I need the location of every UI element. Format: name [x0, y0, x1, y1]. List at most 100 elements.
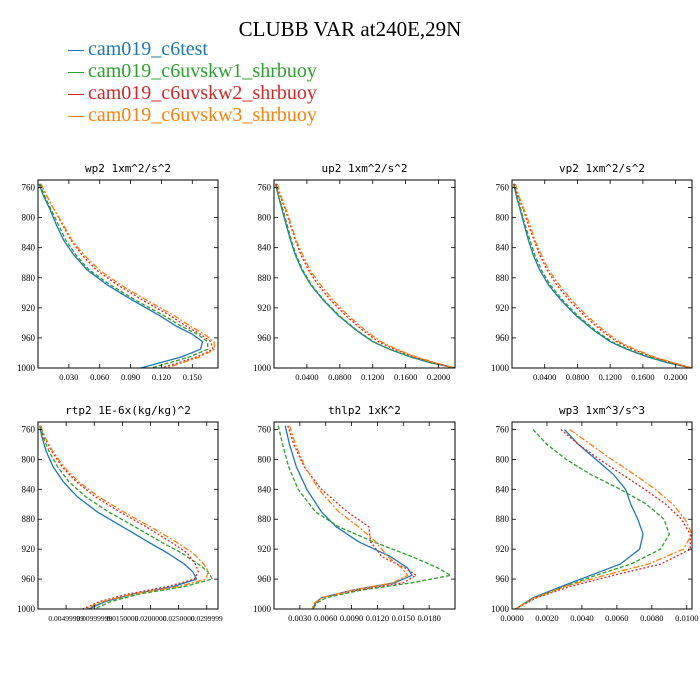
y-tick-label: 840 [496, 243, 510, 253]
series-line [40, 425, 200, 609]
panel-title: wp2 1xm^2/s^2 [85, 162, 171, 175]
y-tick-label: 840 [258, 243, 272, 253]
x-tick-label: 0.090 [121, 372, 140, 382]
y-tick-label: 1000 [253, 363, 272, 373]
y-tick-label: 880 [496, 273, 510, 283]
legend-item-uvskw3: cam019_c6uvskw3_shrbuoy [68, 104, 317, 126]
series-line [40, 183, 214, 368]
y-tick-label: 960 [258, 333, 272, 343]
y-tick-label: 840 [22, 484, 36, 494]
legend-label: cam019_c6test [88, 38, 208, 60]
x-tick-label: 0.1200 [598, 372, 621, 382]
panel-title: thlp2 1xK^2 [328, 404, 401, 417]
series-line [277, 425, 453, 609]
panel-title: up2 1xm^2/s^2 [321, 162, 407, 175]
y-tick-label: 960 [496, 333, 510, 343]
y-tick-label: 920 [22, 303, 36, 313]
x-tick-label: 0.0120 [366, 613, 389, 623]
x-tick-label: 0.0000 [500, 613, 523, 623]
figure-title: CLUBB VAR at240E,29N [238, 17, 462, 41]
x-tick-label: 0.030 [59, 372, 78, 382]
x-tick-label: 0.0250000 [163, 614, 195, 623]
series-line [515, 429, 691, 609]
x-tick-label: 0.0800 [328, 372, 351, 382]
y-tick-label: 760 [22, 183, 36, 193]
y-tick-label: 880 [258, 273, 272, 283]
y-tick-label: 960 [22, 574, 36, 584]
x-tick-label: 0.0200000 [135, 614, 167, 623]
y-tick-label: 840 [496, 484, 510, 494]
panel-frame [511, 179, 693, 369]
x-tick-label: 0.120 [152, 372, 171, 382]
y-tick-label: 760 [496, 424, 510, 434]
legend-item-uvskw2: cam019_c6uvskw2_shrbuoy [68, 82, 317, 104]
x-tick-label: 0.0020 [535, 613, 558, 623]
y-tick-label: 880 [258, 514, 272, 524]
series-line [276, 183, 455, 368]
legend-item-c6test: cam019_c6test [68, 38, 317, 60]
x-tick-label: 0.0800 [566, 372, 589, 382]
series-line [39, 425, 214, 609]
y-tick-label: 760 [496, 183, 510, 193]
series-line [288, 425, 409, 609]
y-tick-label: 920 [496, 303, 510, 313]
x-tick-label: 0.2000 [664, 372, 687, 382]
panel-title: rtp2 1E-6x(kg/kg)^2 [65, 404, 191, 417]
y-tick-label: 960 [496, 574, 510, 584]
panel-frame [37, 179, 219, 369]
legend-label: cam019_c6uvskw2_shrbuoy [88, 82, 317, 104]
series-line [515, 428, 692, 609]
x-tick-label: 0.0100 [675, 613, 698, 623]
x-tick-label: 0.0400 [533, 372, 556, 382]
y-tick-label: 800 [22, 213, 36, 223]
series-line [40, 183, 216, 368]
y-tick-label: 920 [496, 544, 510, 554]
y-tick-label: 1000 [253, 604, 272, 614]
x-tick-label: 0.0060 [605, 613, 628, 623]
x-tick-label: 0.0080 [640, 613, 663, 623]
x-tick-label: 0.060 [90, 372, 109, 382]
series-line [512, 183, 692, 368]
x-tick-label: 0.0040 [570, 613, 593, 623]
panel-title: vp2 1xm^2/s^2 [559, 162, 645, 175]
y-tick-label: 1000 [491, 604, 510, 614]
x-tick-label: 0.00999999 [76, 614, 112, 623]
series-line [274, 183, 455, 368]
x-tick-label: 0.0150 [392, 613, 415, 623]
x-tick-label: 0.0400 [295, 372, 318, 382]
legend-swatch [68, 49, 84, 51]
series-line [40, 425, 210, 609]
legend-swatch [68, 71, 84, 73]
legend-item-uvskw1: cam019_c6uvskw1_shrbuoy [68, 60, 317, 82]
y-tick-label: 1000 [17, 363, 36, 373]
y-tick-label: 760 [258, 183, 272, 193]
y-tick-label: 800 [258, 454, 272, 464]
panel-title: wp3 1xm^3/s^3 [559, 404, 645, 417]
y-tick-label: 960 [22, 333, 36, 343]
x-tick-label: 0.1200 [361, 372, 384, 382]
y-tick-label: 1000 [17, 604, 36, 614]
x-tick-label: 0.0090 [340, 613, 363, 623]
x-tick-label: 0.150 [183, 372, 202, 382]
legend-swatch [68, 93, 84, 95]
x-tick-label: 0.1600 [631, 372, 654, 382]
y-tick-label: 1000 [491, 363, 510, 373]
panel-frame [37, 421, 219, 610]
panel-frame [511, 421, 693, 610]
panel-frame [273, 421, 456, 610]
y-tick-label: 920 [22, 544, 36, 554]
y-tick-label: 840 [258, 484, 272, 494]
series-line [38, 183, 204, 368]
y-tick-label: 920 [258, 303, 272, 313]
y-tick-label: 800 [496, 454, 510, 464]
x-tick-label: 0.00499999 [48, 614, 84, 623]
y-tick-label: 760 [22, 424, 36, 434]
x-tick-label: 0.0299999 [191, 614, 223, 623]
y-tick-label: 800 [22, 454, 36, 464]
y-tick-label: 920 [258, 544, 272, 554]
y-tick-label: 960 [258, 574, 272, 584]
x-tick-label: 0.0180 [417, 613, 440, 623]
y-tick-label: 800 [496, 213, 510, 223]
series-line [512, 183, 692, 368]
